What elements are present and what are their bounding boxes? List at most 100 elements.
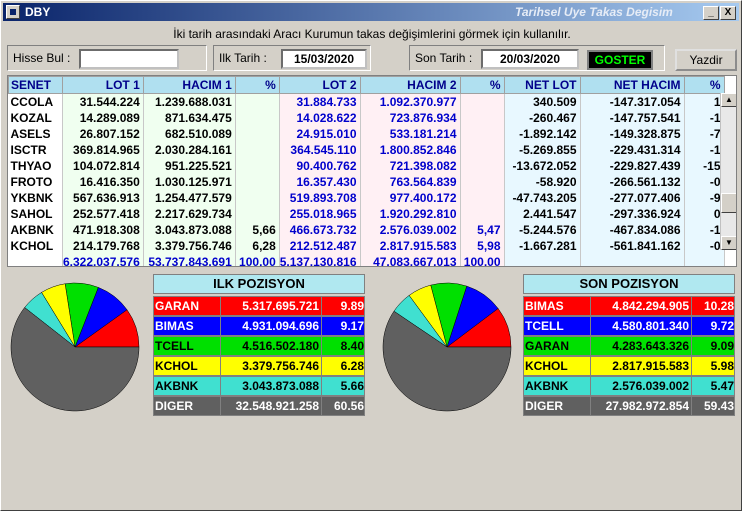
column-header[interactable]: %: [683, 76, 725, 94]
table-cell: -260.467: [504, 109, 581, 126]
app-icon[interactable]: [6, 5, 20, 19]
table-cell: -229.431.314: [580, 141, 685, 158]
position-percent: 5.47: [710, 379, 734, 393]
table-cell: 567.636.913: [62, 189, 144, 206]
start-date-field[interactable]: 15/03/2020: [281, 49, 367, 69]
table-cell: [460, 109, 505, 126]
ilk-pie-chart: [10, 282, 140, 412]
table-cell: CCOLA: [8, 93, 63, 110]
table-cell: -467.834.086: [580, 221, 685, 238]
column-header[interactable]: LOT 2: [278, 76, 361, 94]
table-cell: 723.876.934: [360, 109, 461, 126]
table-cell: 2.217.629.734: [143, 205, 236, 222]
position-row: AKBNK 2.576.039.002 5.47: [523, 376, 735, 396]
table-cell: 721.398.082: [360, 157, 461, 174]
table-cell: -297.336.924: [580, 205, 685, 222]
table-cell: 1.920.292.810: [360, 205, 461, 222]
table-row[interactable]: THYAO 104.072.814 951.225.521 90.400.762 721…: [8, 157, 725, 174]
table-cell: -15: [684, 157, 725, 174]
show-button[interactable]: GOSTER: [587, 50, 653, 70]
table-row[interactable]: FROTO 16.416.350 1.030.125.971 16.357.430 76…: [8, 173, 725, 190]
title-bar: DBY Tarihsel Uye Takas Degisim _ X: [3, 3, 739, 21]
position-percent: 8.40: [340, 339, 364, 353]
column-header[interactable]: NET LOT: [503, 76, 581, 94]
start-date-label: Ilk Tarih :: [219, 51, 267, 65]
table-cell: -1: [684, 221, 725, 238]
table-cell: [460, 141, 505, 158]
print-button[interactable]: Yazdir: [675, 49, 737, 71]
table-row[interactable]: ISCTR 369.814.965 2.030.284.161 364.545.110…: [8, 141, 725, 158]
table-cell: 26.807.152: [62, 125, 144, 142]
table-cell: -9: [684, 189, 725, 206]
position-row: KCHOL 2.817.915.583 5.98: [523, 356, 735, 376]
search-label: Hisse Bul :: [13, 51, 71, 65]
table-cell: 104.072.814: [62, 157, 144, 174]
table-cell: [235, 141, 280, 158]
column-header[interactable]: HACIM 1: [142, 76, 236, 94]
table-cell: 90.400.762: [279, 157, 361, 174]
position-percent: 9.72: [710, 319, 734, 333]
total-cell: [8, 253, 63, 266]
table-cell: 2.030.284.161: [143, 141, 236, 158]
table-cell: -147.317.054: [580, 93, 685, 110]
table-cell: [460, 93, 505, 110]
table-cell: -561.841.162: [580, 237, 685, 254]
table-cell: 16.357.430: [279, 173, 361, 190]
table-row[interactable]: KOZAL 14.289.089 871.634.475 14.028.622 723.…: [8, 109, 725, 126]
scroll-up-icon[interactable]: ▲: [721, 93, 736, 107]
table-cell: -1.892.142: [504, 125, 581, 142]
position-percent: 5.98: [710, 359, 734, 373]
table-cell: 5,98: [460, 237, 505, 254]
table-cell: -7: [684, 125, 725, 142]
table-cell: 16.416.350: [62, 173, 144, 190]
table-row[interactable]: KCHOL 214.179.768 3.379.756.746 6,28 212.512…: [8, 237, 725, 254]
table-cell: [235, 157, 280, 174]
table-row[interactable]: AKBNK 471.918.308 3.043.873.088 5,66 466.673…: [8, 221, 725, 238]
table-cell: 14.028.622: [279, 109, 361, 126]
table-cell: 364.545.110: [279, 141, 361, 158]
table-cell: 2.576.039.002: [360, 221, 461, 238]
column-header[interactable]: %: [234, 76, 280, 94]
table-cell: 31.544.224: [62, 93, 144, 110]
table-row[interactable]: SAHOL 252.577.418 2.217.629.734 255.018.965…: [8, 205, 725, 222]
position-row: GARAN 4.283.643.326 9.09: [523, 336, 735, 356]
table-cell: 369.814.965: [62, 141, 144, 158]
table-cell: 2.817.915.583: [360, 237, 461, 254]
position-row: GARAN 5.317.695.721 9.89: [153, 296, 365, 316]
position-percent: 10.28: [703, 299, 734, 313]
search-group: [7, 45, 207, 71]
column-header[interactable]: %: [459, 76, 505, 94]
position-symbol: DIGER: [155, 399, 194, 413]
column-header[interactable]: HACIM 2: [359, 76, 461, 94]
table-cell: 6,28: [235, 237, 280, 254]
table-cell: [235, 93, 280, 110]
table-row[interactable]: CCOLA 31.544.224 1.239.688.031 31.884.733 1.…: [8, 93, 725, 110]
table-cell: 1.254.477.579: [143, 189, 236, 206]
position-value: 2.817.915.583: [590, 357, 692, 375]
close-button[interactable]: X: [720, 6, 736, 20]
position-value: 4.516.502.180: [220, 337, 322, 355]
table-cell: THYAO: [8, 157, 63, 174]
table-row[interactable]: ASELS 26.807.152 682.510.089 24.915.010 533.…: [8, 125, 725, 142]
position-symbol: BIMAS: [525, 299, 564, 313]
position-row: TCELL 4.580.801.340 9.72: [523, 316, 735, 336]
vertical-scrollbar[interactable]: ▲ ▼: [720, 93, 736, 250]
column-header[interactable]: SENET: [8, 76, 63, 94]
search-input[interactable]: [79, 49, 179, 69]
table-cell: 3.043.873.088: [143, 221, 236, 238]
table-cell: -1: [684, 141, 725, 158]
table-cell: 0: [684, 205, 725, 222]
end-date-group: [409, 45, 665, 71]
end-date-field[interactable]: 20/03/2020: [481, 49, 579, 69]
position-row: DIGER 27.982.972.854 59.43: [523, 396, 735, 416]
table-cell: 31.884.733: [279, 93, 361, 110]
minimize-button[interactable]: _: [703, 6, 719, 20]
table-row[interactable]: YKBNK 567.636.913 1.254.477.579 519.893.708…: [8, 189, 725, 206]
scroll-thumb[interactable]: [721, 193, 736, 213]
scroll-down-icon[interactable]: ▼: [721, 236, 736, 250]
column-header[interactable]: NET HACIM: [579, 76, 685, 94]
position-symbol: GARAN: [525, 339, 569, 353]
column-header[interactable]: LOT 1: [62, 76, 144, 94]
position-value: 4.580.801.340: [590, 317, 692, 335]
total-cell: 47.083.667.013: [360, 253, 461, 266]
